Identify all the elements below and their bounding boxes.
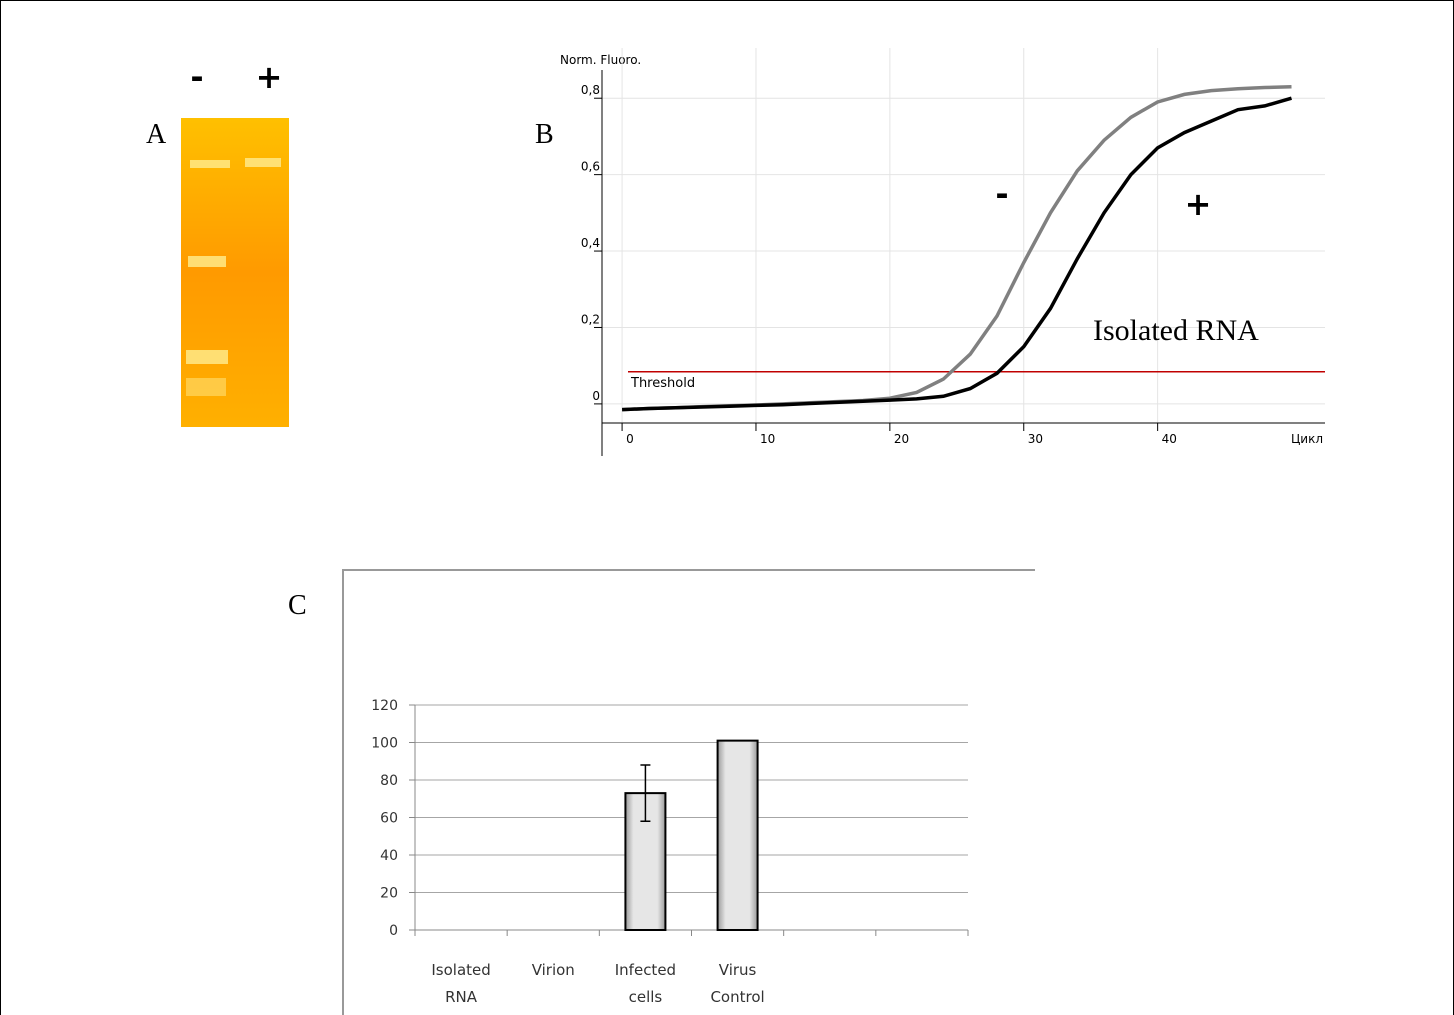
y-tick-label: 80 [380, 773, 398, 789]
lane-label: + [256, 58, 283, 96]
panel-frame [343, 570, 1035, 1015]
y-tick-label: 120 [371, 698, 398, 714]
series-line [622, 87, 1291, 410]
y-tick-label: 0,2 [581, 312, 600, 326]
y-tick-label: 100 [371, 736, 398, 752]
x-tick-label: 0 [626, 432, 634, 446]
lane-label: - [190, 58, 203, 96]
y-axis-label: Norm. Fluoro. [560, 53, 641, 67]
panel-label: A [146, 119, 167, 150]
figure: A - + B Norm. Fluoro. 0 0,2 0,4 0,6 0,8 0 10 20 30… [0, 0, 1454, 1015]
threshold-label: Threshold [630, 376, 695, 391]
series-label: + [1185, 185, 1212, 223]
y-tick-label: 0,6 [581, 160, 600, 174]
y-tick-label: 0 [592, 389, 600, 403]
y-tick-label: 40 [380, 848, 398, 864]
x-axis-label: Цикл [1291, 432, 1323, 446]
x-tick-label: 30 [1028, 432, 1043, 446]
series-line [622, 98, 1291, 409]
series-label: - [995, 175, 1008, 213]
annotation: Isolated RNA [1093, 314, 1259, 347]
x-tick-label: Virion [532, 961, 575, 979]
y-tick-label: 0,8 [581, 83, 600, 97]
x-tick-label: 40 [1162, 432, 1177, 446]
y-tick-label: 0 [389, 923, 398, 939]
x-tick-label: 20 [894, 432, 909, 446]
y-tick-label: 0,4 [581, 236, 600, 250]
panel-label: C [288, 590, 307, 621]
panel-label: B [535, 119, 554, 150]
y-tick-label: 60 [380, 811, 398, 827]
bar [718, 741, 758, 930]
y-tick-label: 20 [380, 886, 398, 902]
x-tick-label: 10 [760, 432, 775, 446]
